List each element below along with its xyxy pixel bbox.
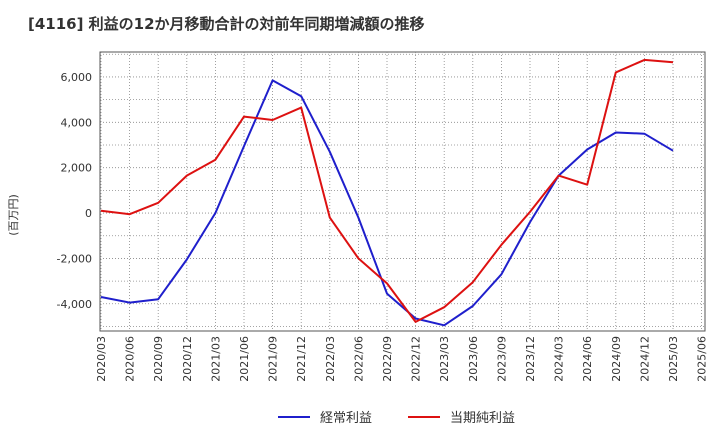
x-tick-label: 2021/06 xyxy=(238,336,251,382)
x-tick-label: 2023/09 xyxy=(495,336,508,382)
plot-area xyxy=(99,51,706,332)
x-tick-label: 2021/09 xyxy=(267,336,280,382)
x-tick-label: 2020/09 xyxy=(152,336,165,382)
series-lines xyxy=(100,58,674,327)
x-tick-label: 2020/03 xyxy=(95,336,108,382)
x-tick-label: 2021/03 xyxy=(209,336,222,382)
axes: -4,000 -2,000 0 2,000 4,000 6,000 2020/03 2020/… xyxy=(57,71,709,382)
x-tick-label: 2022/09 xyxy=(381,336,394,382)
x-tick-label: 2020/06 xyxy=(124,336,137,382)
x-tick-label: 2023/12 xyxy=(524,336,537,382)
x-tick-label: 2020/12 xyxy=(181,336,194,382)
y-tick-label: 6,000 xyxy=(61,71,93,84)
x-tick-label: 2023/03 xyxy=(438,336,451,382)
legend-swatch-net-profit xyxy=(408,415,440,418)
x-tick-label: 2022/03 xyxy=(324,336,337,382)
gridlines xyxy=(100,52,705,331)
x-tick-label: 2024/09 xyxy=(610,336,623,382)
x-tick-label: 2022/12 xyxy=(410,336,423,382)
x-tick-label: 2024/06 xyxy=(581,336,594,382)
y-tick-label: 4,000 xyxy=(61,116,93,129)
x-tick-label: 2025/06 xyxy=(696,336,709,382)
y-tick-label: -4,000 xyxy=(57,298,92,311)
legend-swatch-ordinary-profit xyxy=(278,415,310,418)
y-tick-label: 0 xyxy=(85,207,92,220)
y-tick-label: 2,000 xyxy=(61,162,93,175)
x-tick-label: 2024/12 xyxy=(638,336,651,382)
x-tick-label: 2023/06 xyxy=(467,336,480,382)
legend: 経常利益 当期純利益 xyxy=(0,407,720,427)
x-tick-label: 2022/06 xyxy=(352,336,365,382)
legend-label-net-profit: 当期純利益 xyxy=(450,411,516,426)
legend-item-ordinary-profit: 経常利益 xyxy=(278,407,372,426)
x-tick-label: 2021/12 xyxy=(295,336,308,382)
x-tick-label: 2025/03 xyxy=(667,336,680,382)
chart-title: [4116] 利益の12か月移動合計の対前年同期増減額の推移 xyxy=(28,15,425,33)
x-tick-label: 2024/03 xyxy=(553,336,566,382)
legend-item-net-profit: 当期純利益 xyxy=(408,407,515,426)
legend-label-ordinary-profit: 経常利益 xyxy=(320,411,373,426)
y-tick-label: -2,000 xyxy=(57,252,92,265)
